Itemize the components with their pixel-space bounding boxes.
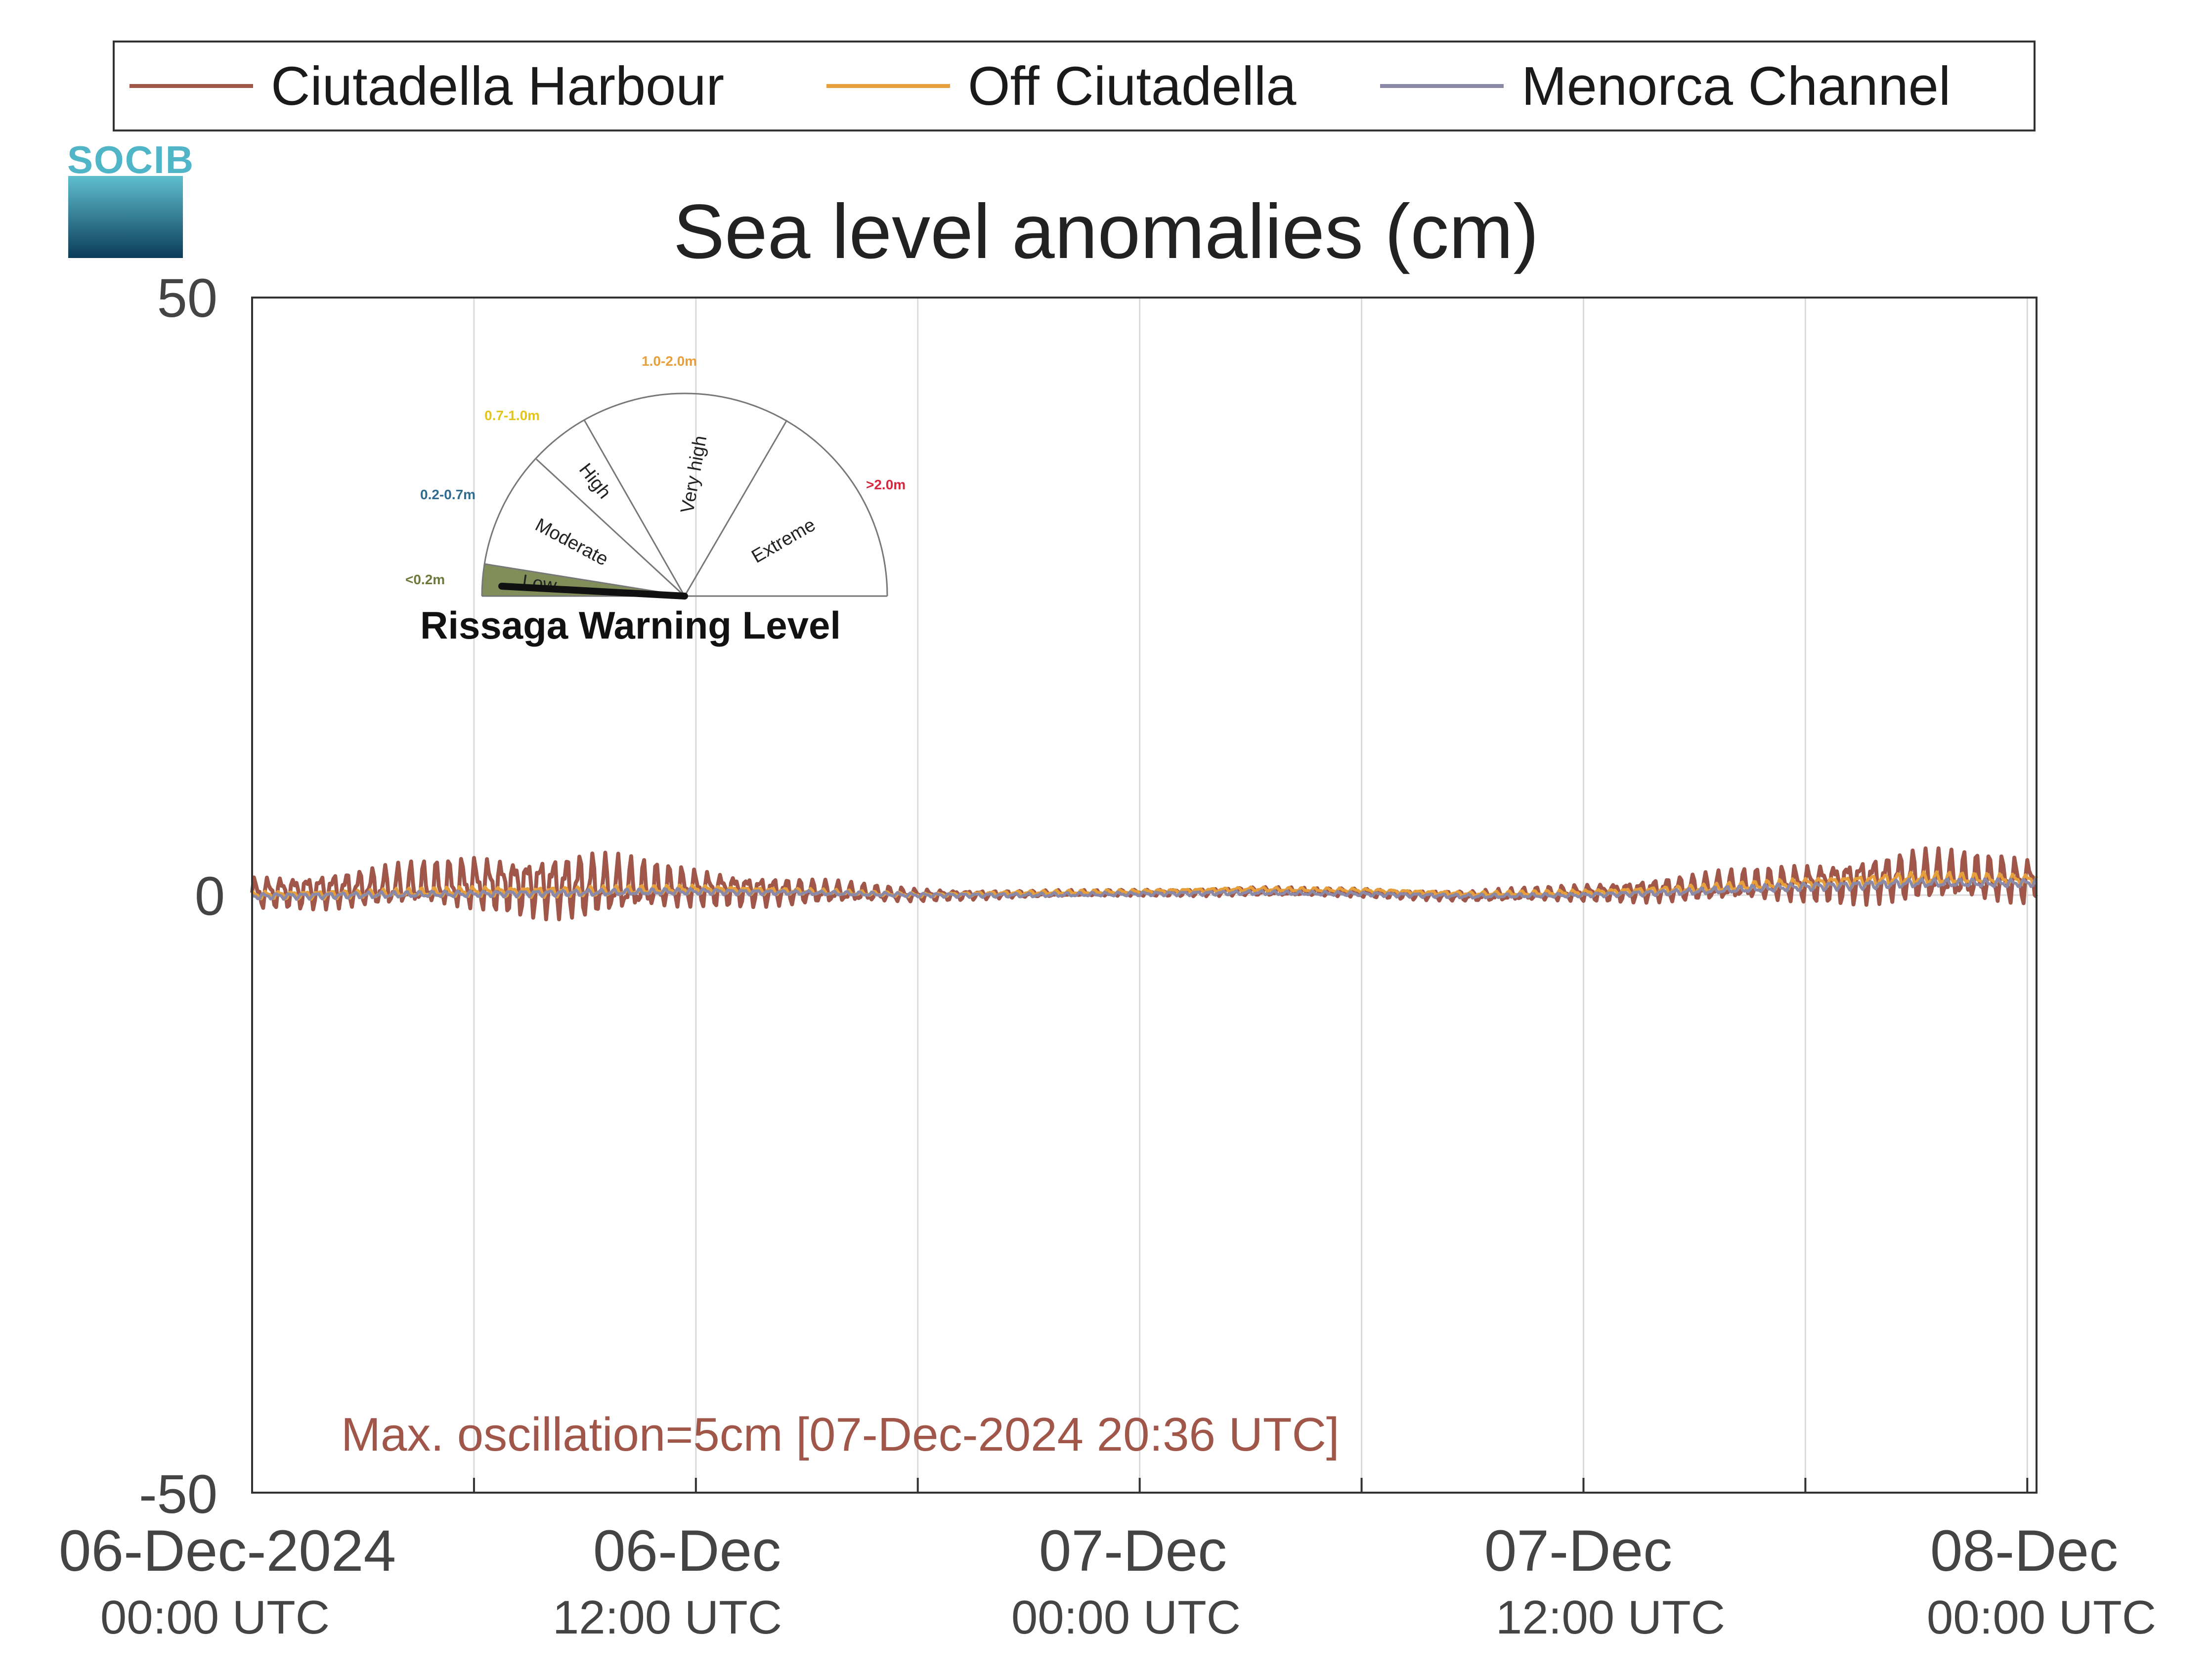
gauge-range-moderate: 0.2-0.7m: [420, 487, 476, 502]
gauge-label-high: High: [575, 460, 615, 503]
gauge-label-extreme: Extreme: [748, 515, 820, 567]
gauge-range-low: <0.2m: [405, 572, 445, 587]
x-tick-time: 00:00 UTC: [1011, 1591, 1241, 1644]
gauge-title: Rissaga Warning Level: [420, 603, 841, 647]
gauge-range-extreme: >2.0m: [866, 477, 906, 492]
legend-label: Off Ciutadella: [968, 55, 1297, 117]
plot-frame: [251, 297, 2038, 1494]
tick-marks: [473, 1478, 2029, 1493]
x-tick-date: 08-Dec: [1930, 1518, 2119, 1584]
gauge-divider: [535, 458, 686, 597]
y-tick-label: -50: [139, 1464, 217, 1525]
x-tick-date: 07-Dec: [1039, 1518, 1227, 1584]
y-tick-label: 0: [194, 866, 225, 927]
legend-label: Menorca Channel: [1521, 55, 1951, 117]
legend-item-off-ciutadella: Off Ciutadella: [826, 43, 1296, 129]
logo-graphic: [68, 176, 183, 258]
gauge-range-high: 0.7-1.0m: [484, 408, 540, 423]
legend-item-ciutadella-harbour: Ciutadella Harbour: [130, 43, 724, 129]
gauge-graphic: Low Moderate High Very high Extreme <0.2…: [405, 353, 906, 600]
x-tick-time: 00:00 UTC: [1926, 1591, 2157, 1644]
logo-text: SOCIB: [67, 138, 195, 181]
gauge-divider: [583, 420, 686, 597]
gauge-label-moderate: Moderate: [532, 515, 611, 570]
x-tick-date: 06-Dec: [593, 1518, 781, 1584]
legend-label: Ciutadella Harbour: [271, 55, 725, 117]
series-lines: [250, 846, 2038, 922]
x-tick-time: 12:00 UTC: [1495, 1591, 1726, 1644]
x-tick-date: 07-Dec: [1484, 1518, 1673, 1584]
max-oscillation-annotation: Max. oscillation=5cm [07-Dec-2024 20:36 …: [341, 1408, 1340, 1461]
legend-swatch: [130, 84, 253, 88]
socib-logo: SOCIB: [67, 137, 193, 258]
x-tick-date: 06-Dec-2024: [58, 1518, 396, 1584]
x-tick-time: 12:00 UTC: [552, 1591, 782, 1644]
legend-swatch: [826, 84, 950, 88]
y-tick-label: 50: [157, 268, 217, 329]
legend: Ciutadella Harbour Off Ciutadella Menorc…: [113, 41, 2036, 131]
legend-item-menorca-channel: Menorca Channel: [1380, 43, 1951, 129]
series-line-menorca-channel: [251, 877, 2038, 901]
gauge-divider: [484, 563, 685, 597]
x-tick-time: 00:00 UTC: [100, 1591, 330, 1644]
rissaga-warning-gauge: Low Moderate High Very high Extreme <0.2…: [390, 346, 929, 662]
gauge-divider: [684, 420, 788, 597]
gauge-outline: [481, 392, 888, 597]
legend-swatch: [1380, 84, 1504, 88]
gauge-range-very-high: 1.0-2.0m: [642, 353, 697, 369]
chart-title: Sea level anomalies (cm): [673, 189, 1539, 275]
gauge-label-very-high: Very high: [677, 434, 711, 515]
gauge-needle: [498, 583, 688, 600]
